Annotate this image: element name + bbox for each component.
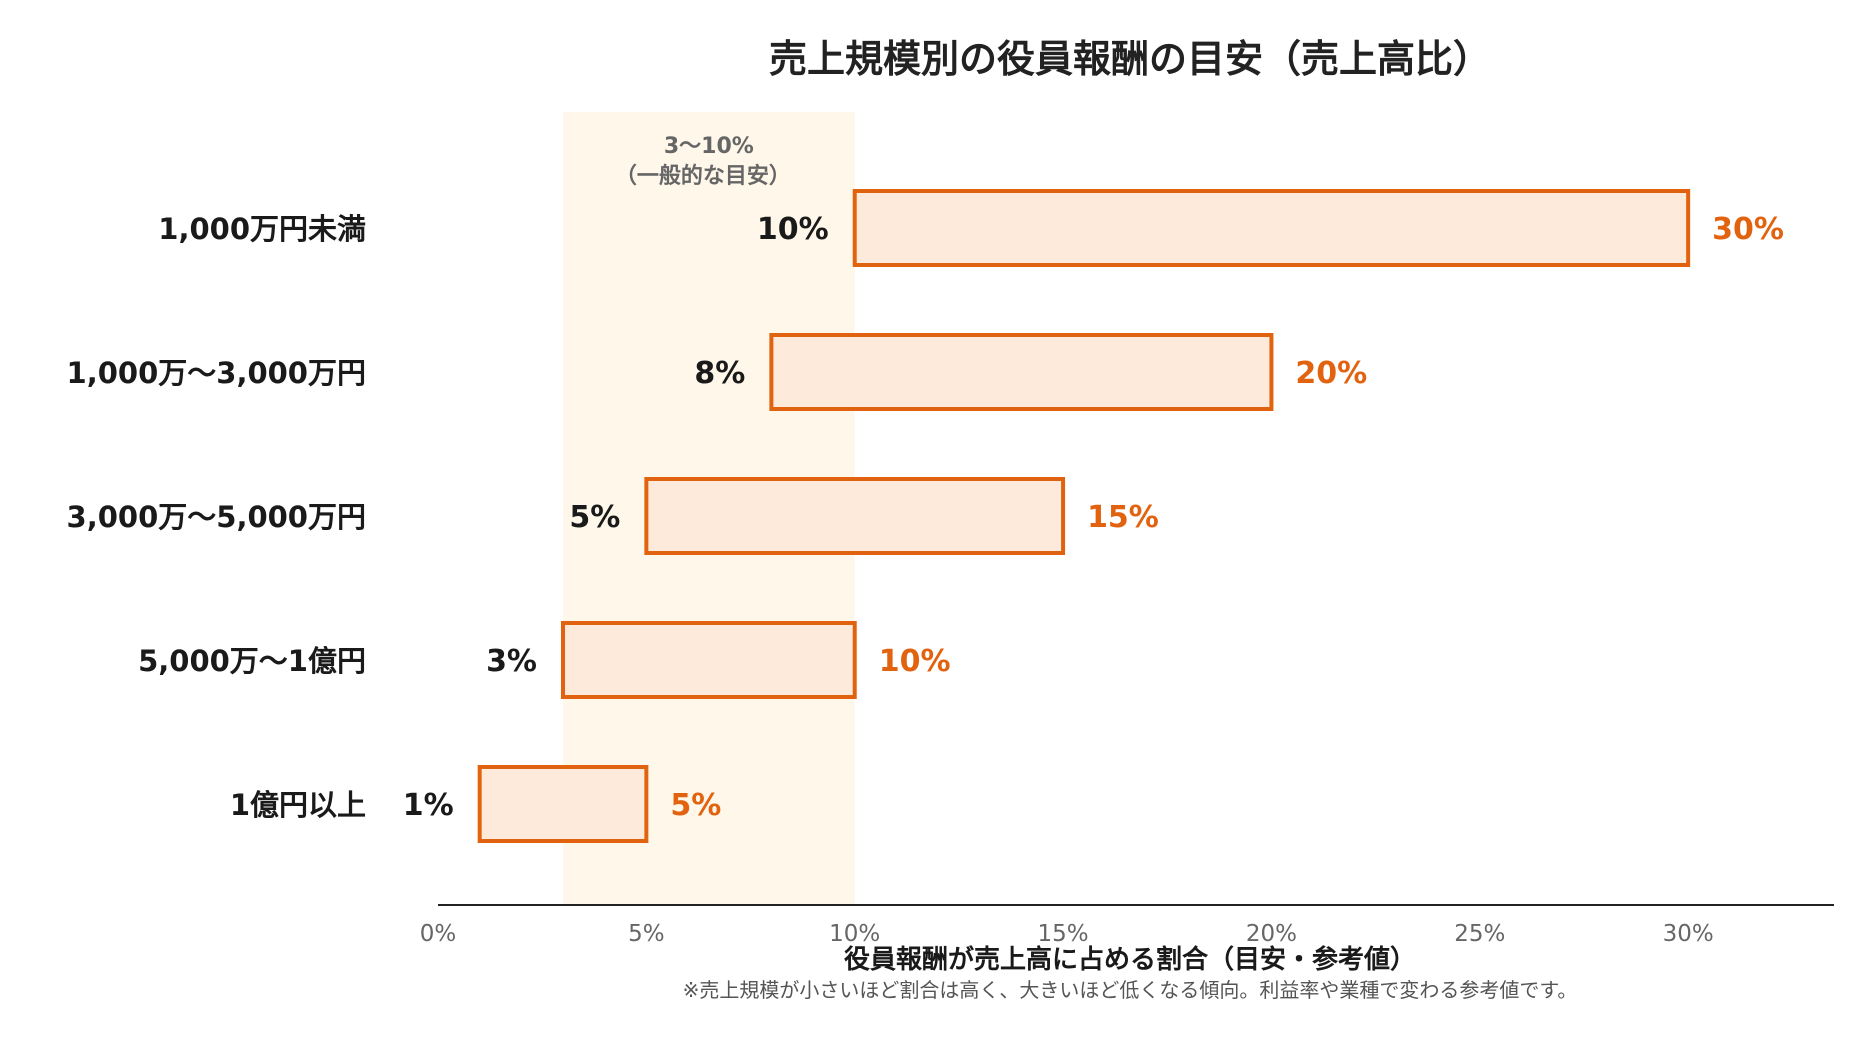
bar-row: 1,000万円未満 10% 30% [158,189,1784,267]
range-bar [561,621,857,699]
high-value-label: 20% [1295,356,1367,391]
high-value-label: 5% [670,788,721,823]
x-tick-label: 25% [1454,921,1505,947]
category-label: 1,000万円未満 [158,212,366,246]
bar-row: 1,000万〜3,000万円 8% 20% [67,333,1367,411]
bar-row: 1億円以上 1% 5% [230,765,721,843]
category-label: 5,000万〜1億円 [138,644,366,678]
range-bar [769,333,1274,411]
low-value-label: 5% [569,500,620,535]
x-axis: 0% 5% 10% 15% 20% 25% 30% [420,904,1834,947]
high-value-label: 15% [1087,500,1159,535]
range-bar [644,477,1066,555]
bars-layer: 1,000万円未満 10% 30% 1,000万〜3,000万円 8% 20% 3,000万… [67,189,1784,843]
low-value-label: 1% [403,788,454,823]
category-label: 3,000万〜5,000万円 [67,500,366,534]
range-bar [477,765,649,843]
category-label: 1億円以上 [230,788,366,822]
x-tick-label: 0% [420,921,457,947]
category-label: 1,000万〜3,000万円 [67,356,366,390]
footnote: ※売上規模が小さいほど割合は高く、大きいほど低くなる傾向。利益率や業種で変わる参… [683,978,1578,1002]
x-tick-label: 15% [1038,921,1089,947]
x-axis-label: 役員報酬が売上高に占める割合（目安・参考値） [844,944,1416,975]
bar-row: 3,000万〜5,000万円 5% 15% [67,477,1159,555]
high-value-label: 10% [879,644,951,679]
x-tick-label: 30% [1663,921,1714,947]
x-tick-label: 20% [1246,921,1297,947]
range-bar [852,189,1691,267]
reference-band-sublabel: （一般的な目安） [615,163,791,189]
x-tick-label: 10% [829,921,880,947]
low-value-label: 10% [757,212,829,247]
low-value-label: 3% [486,644,537,679]
chart-title: 売上規模別の役員報酬の目安（売上高比） [769,37,1491,81]
reference-band-label: 3〜10% [664,134,754,159]
x-tick-label: 5% [628,921,665,947]
low-value-label: 8% [694,356,745,391]
bar-row: 5,000万〜1億円 3% 10% [138,621,951,699]
high-value-label: 30% [1712,212,1784,247]
